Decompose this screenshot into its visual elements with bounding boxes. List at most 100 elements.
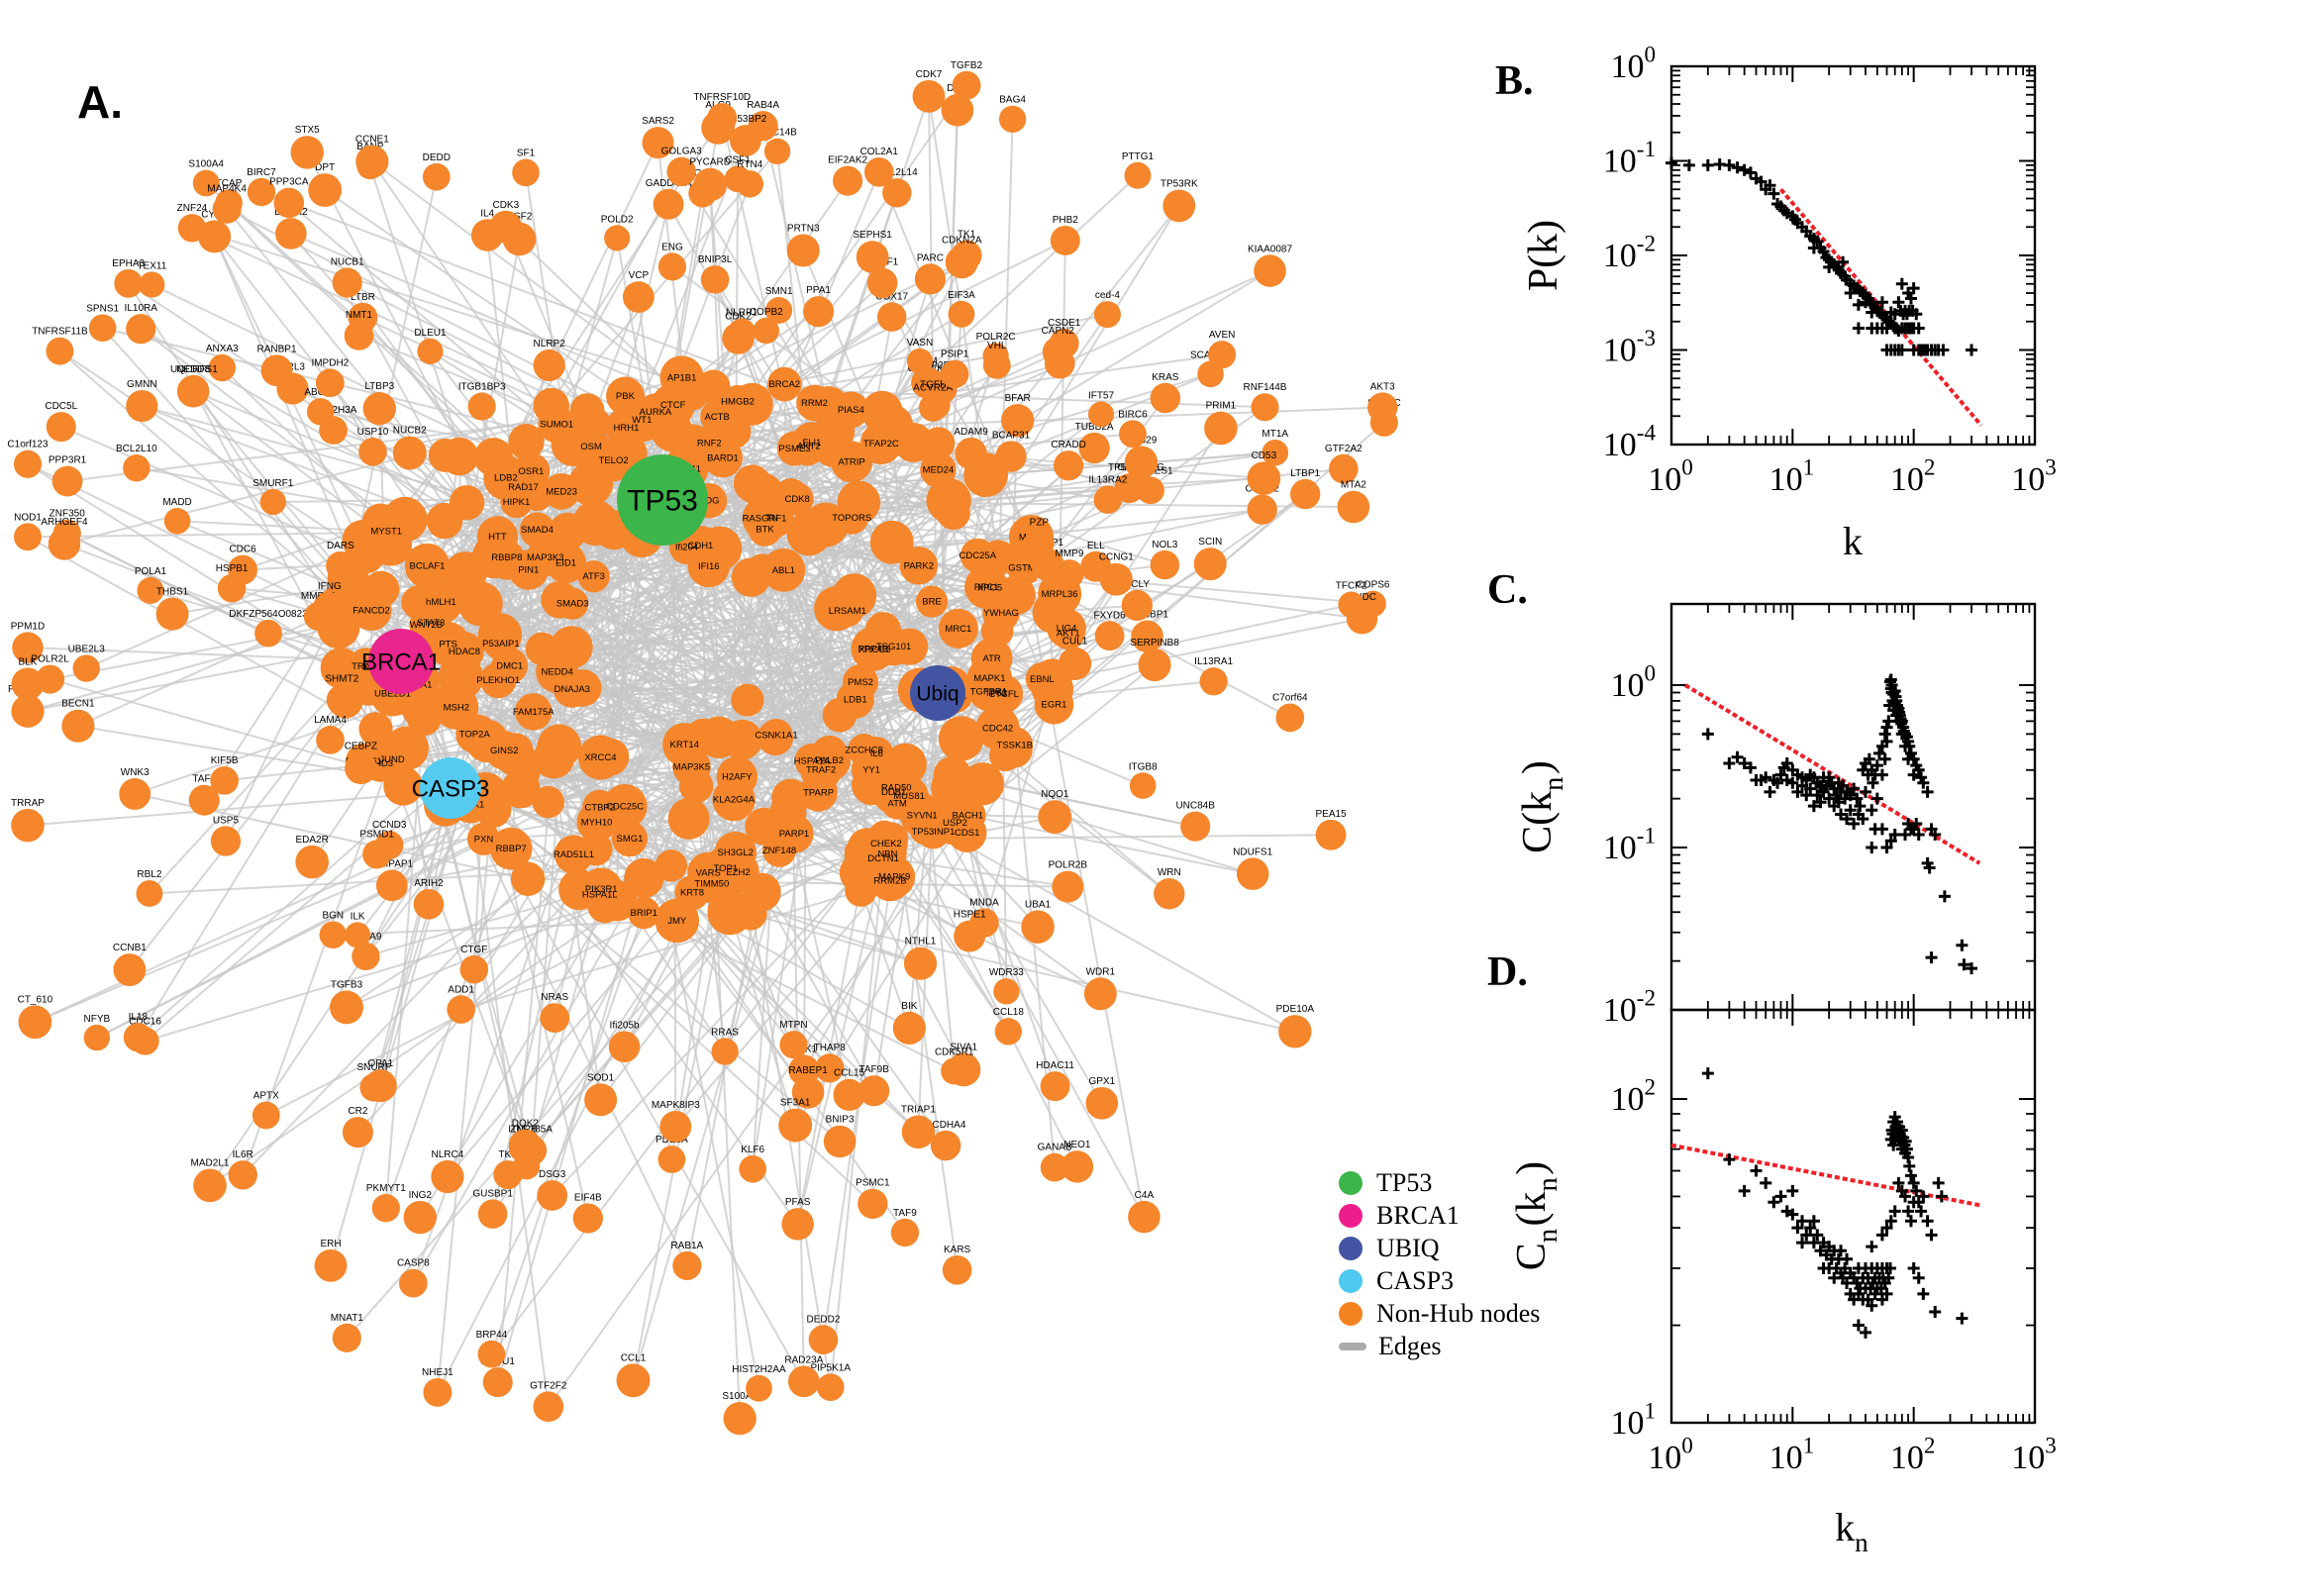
network-node [791, 1076, 825, 1109]
node-label: TRRAP [11, 798, 45, 809]
network-node [730, 125, 761, 156]
node-label: TK1 [958, 230, 976, 241]
node-label: MAP3K3 [527, 552, 564, 563]
node-label: PSIP1 [941, 349, 969, 360]
network-node [423, 1377, 453, 1407]
node-label: ITGB1BP3 [458, 381, 506, 392]
network-node [404, 543, 451, 589]
svg-text:k: k [1843, 519, 1863, 563]
network-node [622, 281, 655, 313]
node-label: CCNB1 [113, 943, 147, 953]
node-label: AVEN [1209, 330, 1236, 341]
network-node [998, 105, 1027, 134]
node-label: IMPDH2 [311, 357, 349, 368]
node-label: NHEJ1 [422, 1367, 454, 1378]
node-label: SIVA1 [951, 1042, 978, 1052]
network-node [392, 436, 427, 470]
node-label: BCAP31 [992, 430, 1031, 441]
node-label: TGFB1 [920, 380, 953, 391]
network-node [1094, 621, 1125, 651]
network-node [512, 158, 540, 187]
node-label: NDUFS1 [1233, 847, 1272, 857]
network-node [653, 188, 684, 220]
node-label: DSG3 [539, 1169, 566, 1180]
node-label: PBK [616, 391, 636, 402]
node-label: WDR33 [989, 967, 1024, 978]
node-label: MAPK8IP3 [652, 1100, 700, 1111]
network-node [428, 438, 462, 472]
node-label: LTBP3 [364, 381, 394, 392]
node-label: EBNL [1030, 674, 1055, 685]
svg-text:10-4: 10-4 [1603, 421, 1658, 463]
network-node [856, 241, 889, 273]
node-label: DDB1 [881, 787, 906, 798]
network-node [541, 580, 579, 619]
network-node [210, 766, 239, 795]
network-node [332, 1323, 361, 1352]
node-label: CR2 [348, 1106, 367, 1117]
node-label: PYCARD [689, 157, 731, 168]
svg-text:10-1: 10-1 [1603, 137, 1658, 179]
network-node [352, 942, 380, 971]
network-node [571, 427, 611, 466]
legend-label: CASP3 [1376, 1265, 1455, 1295]
network-node [314, 1248, 348, 1282]
node-label: NOL3 [1152, 540, 1178, 550]
svg-text:kn: kn [1835, 1505, 1870, 1557]
node-label: HIPK1 [503, 497, 530, 508]
network-node [1024, 528, 1055, 558]
node-label: MTA2 [1341, 480, 1366, 491]
network-node [1021, 910, 1055, 944]
node-label: XRCC6 [858, 645, 890, 655]
network-node [577, 560, 610, 593]
node-label: USP10 [357, 427, 389, 438]
node-label: LTBP1 [1290, 468, 1320, 479]
network-node [1040, 1152, 1069, 1182]
node-label: NTHL1 [905, 937, 937, 948]
node-label: SF3A1 [780, 1098, 811, 1109]
network-node [447, 995, 475, 1024]
network-node [847, 828, 888, 868]
network-node [787, 1365, 820, 1398]
network-node [996, 727, 1034, 764]
node-label: ATM [887, 798, 906, 809]
hub-node-brca1 [368, 629, 434, 694]
node-label: H2AFY [722, 772, 753, 783]
node-label: PXN [474, 834, 494, 845]
network-node [693, 167, 727, 202]
network-node [1124, 161, 1152, 189]
node-label: BRCA2 [768, 379, 800, 390]
node-label: PARP1 [779, 829, 809, 840]
node-label: TAF9 [893, 1208, 917, 1219]
network-node [1337, 490, 1370, 524]
network-node [403, 1200, 437, 1235]
hub-node-ubiq [910, 665, 965, 721]
network-node [823, 1125, 857, 1158]
node-label: ZNF24 [177, 203, 208, 214]
node-label: CHEK2 [870, 839, 902, 849]
network-node [759, 719, 793, 752]
network-node [533, 1391, 564, 1423]
network-node [1247, 461, 1281, 495]
node-label: CDC42 [982, 723, 1013, 734]
network-node [314, 591, 346, 624]
node-label: PRTN3 [787, 223, 820, 234]
network-node [119, 778, 152, 810]
network-node [375, 869, 408, 902]
svg-text:10-2: 10-2 [1603, 232, 1658, 274]
network-node [1119, 420, 1147, 449]
svg-text:101: 101 [1769, 1434, 1817, 1476]
node-label: TOP1 [714, 863, 739, 874]
network-node [1038, 800, 1072, 835]
node-label: BARD1 [707, 452, 739, 463]
node-label: IL13RA1 [1194, 656, 1233, 667]
node-label: PALB2 [815, 755, 844, 766]
network-node [511, 861, 546, 896]
network-node [444, 551, 487, 595]
node-label: PLEKHO1 [476, 675, 520, 686]
node-label: BAG4 [999, 95, 1026, 106]
node-label: XPO5 [977, 583, 1002, 594]
node-label: THAP8 [814, 1043, 847, 1053]
svg-text:100: 100 [1611, 43, 1659, 85]
